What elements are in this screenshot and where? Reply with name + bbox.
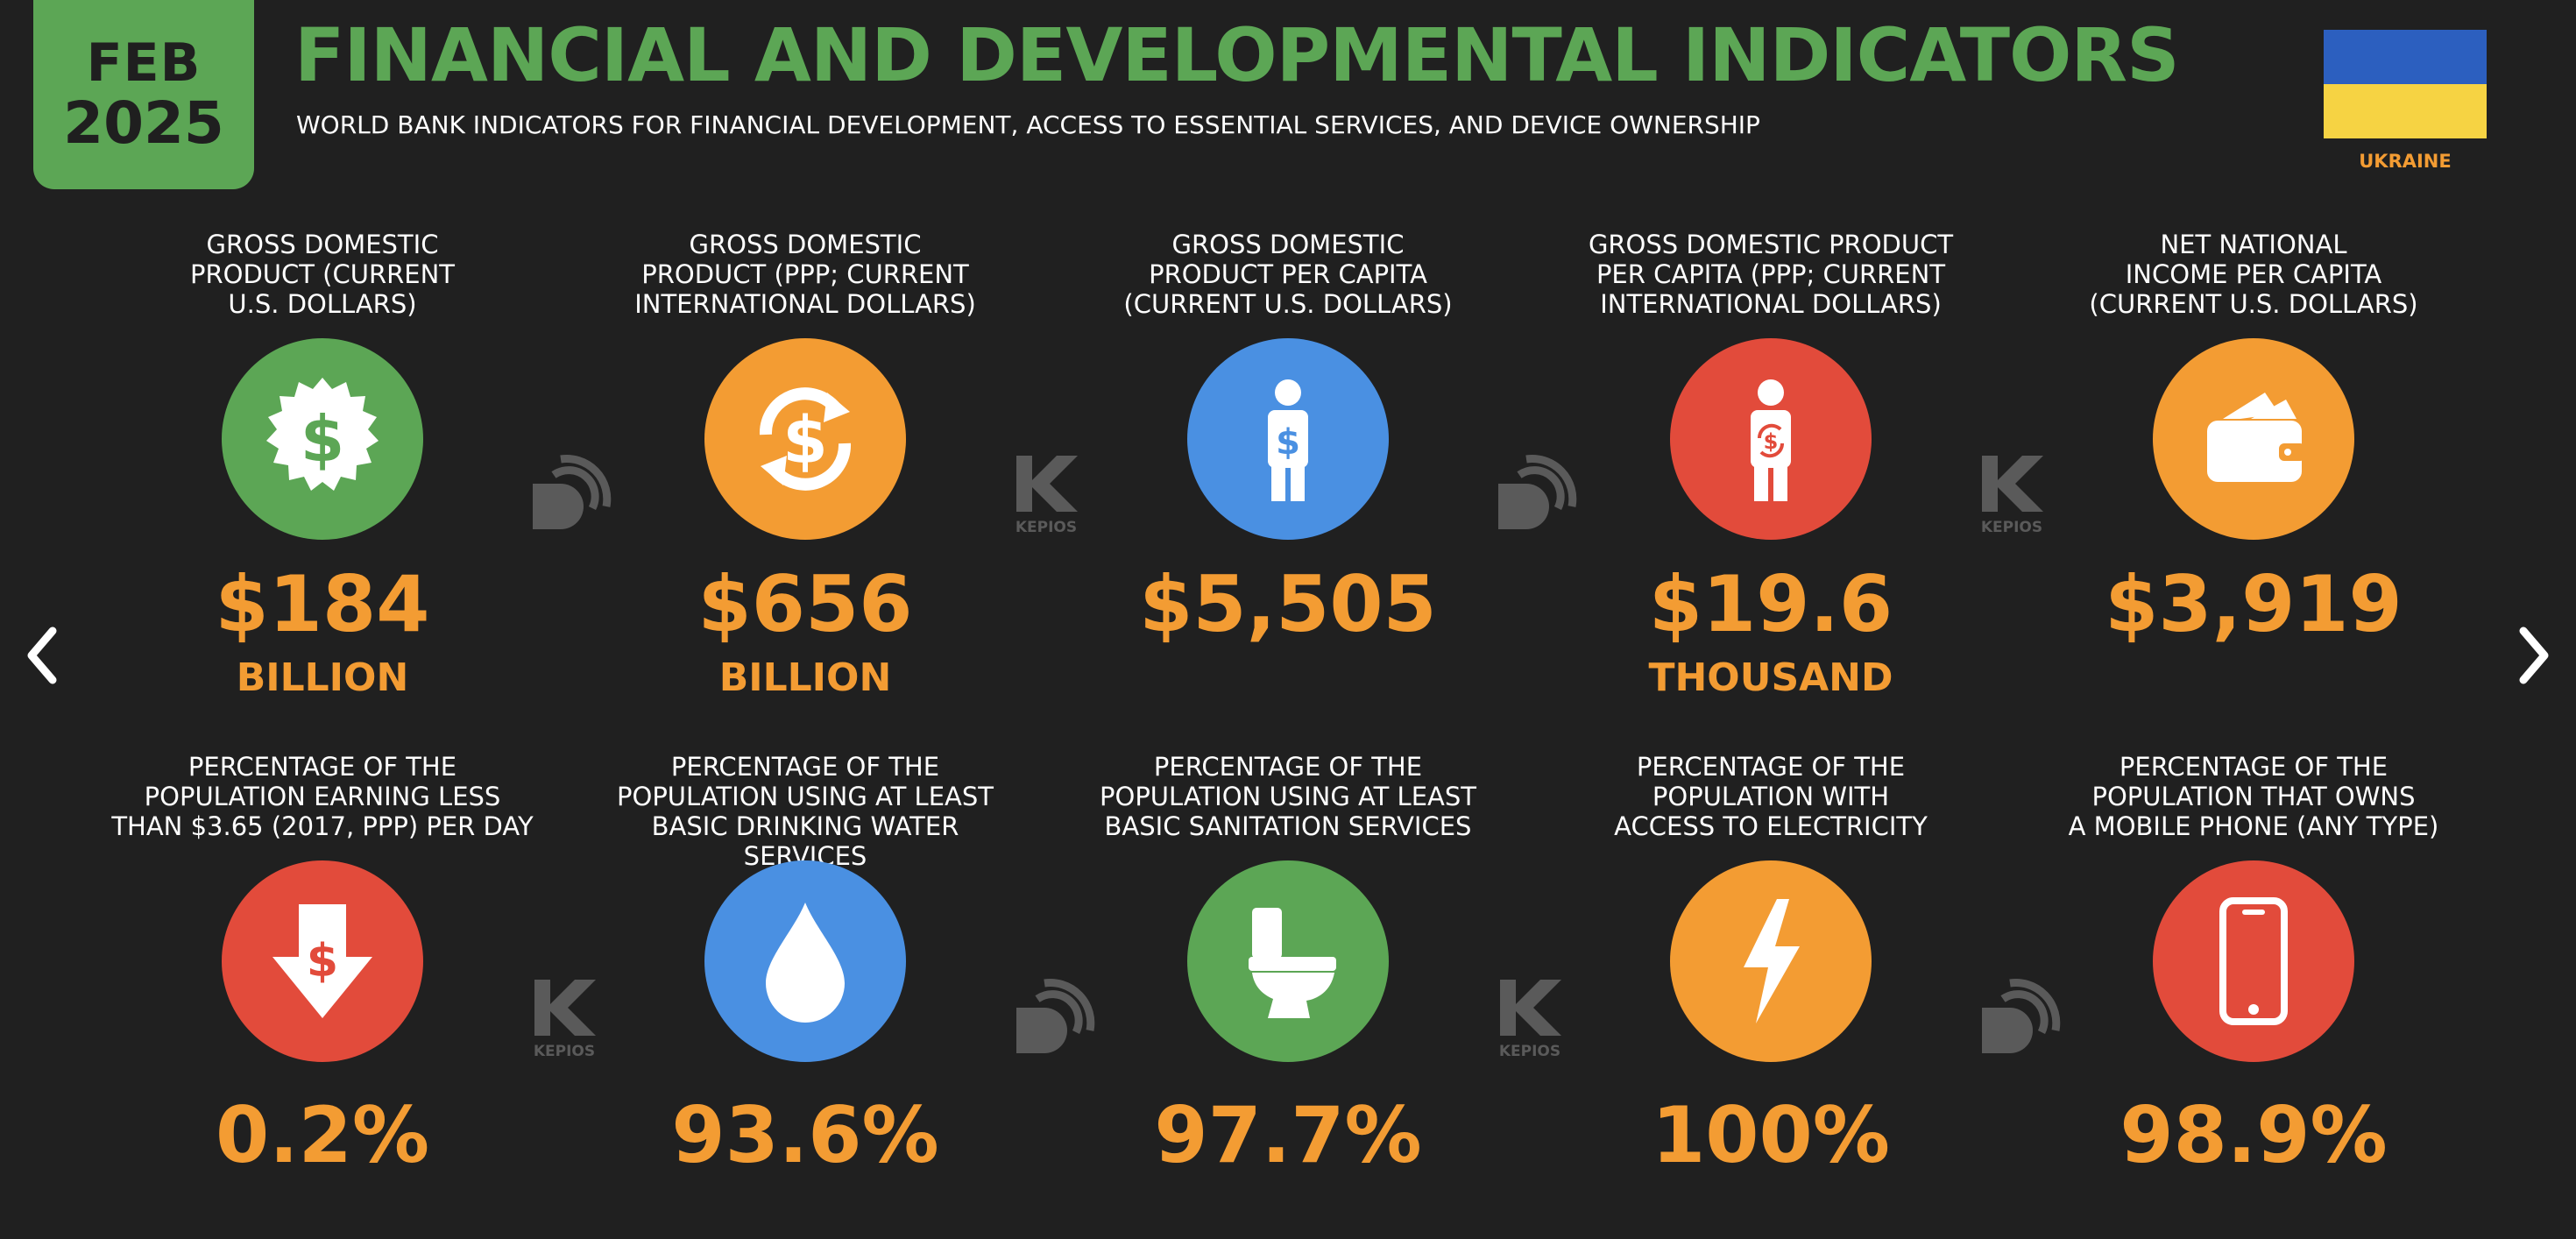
person-dollar-icon: $ — [1268, 379, 1308, 501]
datareportal-logo-icon — [1498, 455, 1577, 529]
kepios-logo-icon — [534, 980, 596, 1036]
indicator-value: $5,505 — [1139, 559, 1437, 649]
ukraine-flag-icon — [2324, 30, 2487, 138]
wallet-icon — [2207, 393, 2305, 482]
indicator-card-net-national-income: NET NATIONAL INCOME PER CAPITA (CURRENT … — [2026, 230, 2481, 659]
indicator-card-poverty: PERCENTAGE OF THE POPULATION EARNING LES… — [95, 752, 550, 1174]
datareportal-logo-icon — [1016, 979, 1095, 1053]
flag-blue-stripe — [2324, 30, 2487, 84]
dollar-badge-icon: $ — [266, 378, 379, 491]
svg-text:$: $ — [301, 402, 344, 476]
flag-yellow-stripe — [2324, 84, 2487, 138]
svg-text:$: $ — [1764, 429, 1779, 454]
indicator-card-gdp: GROSS DOMESTIC PRODUCT (CURRENT U.S. DOL… — [95, 230, 550, 697]
datareportal-watermark-icon — [1493, 449, 1577, 533]
lightning-bolt-icon — [1744, 899, 1800, 1023]
date-year: 2025 — [63, 89, 224, 157]
indicator-card-electricity: PERCENTAGE OF THE POPULATION WITH ACCESS… — [1543, 752, 1999, 1174]
indicator-icon-circle: $ — [1670, 338, 1872, 540]
indicator-value: 0.2% — [215, 1090, 430, 1180]
chevron-right-icon — [2519, 627, 2549, 684]
indicator-unit: BILLION — [718, 655, 892, 700]
indicator-icon-circle: $ — [222, 338, 423, 540]
person-exchange-icon: $ — [1751, 379, 1791, 501]
kepios-watermark-icon: KEPIOS — [522, 973, 606, 1060]
kepios-watermark-icon: KEPIOS — [1004, 449, 1088, 536]
mobile-phone-icon — [2219, 897, 2288, 1025]
indicator-label: PERCENTAGE OF THE POPULATION EARNING LES… — [111, 752, 534, 841]
indicator-icon-circle — [2153, 338, 2354, 540]
indicator-card-gdp-per-capita: GROSS DOMESTIC PRODUCT PER CAPITA (CURRE… — [1060, 230, 1516, 659]
datareportal-watermark-icon — [1977, 973, 2061, 1057]
indicator-value: $656 — [697, 559, 913, 649]
indicator-icon-circle — [704, 860, 906, 1062]
indicator-card-mobile-phone: PERCENTAGE OF THE POPULATION THAT OWNS A… — [2026, 752, 2481, 1174]
indicator-value: 97.7% — [1154, 1090, 1422, 1180]
kepios-watermark-icon: KEPIOS — [1970, 449, 2054, 536]
indicator-card-gdp-ppp: GROSS DOMESTIC PRODUCT (PPP; CURRENT INT… — [577, 230, 1033, 697]
page-title: FINANCIAL AND DEVELOPMENTAL INDICATORS — [294, 12, 2180, 98]
dollar-exchange-icon: $ — [759, 387, 852, 491]
svg-text:$: $ — [307, 935, 338, 988]
country-label: UKRAINE — [2359, 151, 2452, 172]
next-slide-button[interactable] — [2516, 624, 2551, 687]
indicator-value: 98.9% — [2120, 1090, 2388, 1180]
indicator-unit: BILLION — [236, 655, 409, 700]
indicator-value: 93.6% — [671, 1090, 939, 1180]
kepios-watermark-label: KEPIOS — [1498, 1043, 1561, 1060]
indicator-label: NET NATIONAL INCOME PER CAPITA (CURRENT … — [2089, 230, 2418, 319]
indicator-icon-circle — [2153, 860, 2354, 1062]
indicator-icon-circle: $ — [1187, 338, 1389, 540]
indicator-label: GROSS DOMESTIC PRODUCT (CURRENT U.S. DOL… — [189, 230, 456, 319]
kepios-watermark-label: KEPIOS — [1980, 519, 2043, 536]
page-subtitle: WORLD BANK INDICATORS FOR FINANCIAL DEVE… — [296, 110, 1760, 139]
indicator-icon-circle — [1187, 860, 1389, 1062]
datareportal-watermark-icon — [1011, 973, 1095, 1057]
indicator-value: $3,919 — [2105, 559, 2403, 649]
kepios-watermark-label: KEPIOS — [1015, 519, 1078, 536]
previous-slide-button[interactable] — [25, 624, 60, 687]
indicator-icon-circle: $ — [222, 860, 423, 1062]
indicator-value: $19.6 — [1648, 559, 1893, 649]
indicator-icon-circle — [1670, 860, 1872, 1062]
chevron-left-icon — [27, 627, 57, 684]
kepios-watermark-icon: KEPIOS — [1488, 973, 1572, 1060]
kepios-logo-icon — [1500, 980, 1561, 1036]
indicator-label: GROSS DOMESTIC PRODUCT PER CAPITA (CURRE… — [1123, 230, 1453, 319]
indicator-value: $184 — [215, 559, 430, 649]
date-badge: FEB 2025 — [33, 0, 254, 189]
datareportal-logo-icon — [1982, 979, 2061, 1053]
indicator-label: PERCENTAGE OF THE POPULATION USING AT LE… — [617, 752, 994, 871]
svg-text:$: $ — [782, 403, 828, 478]
indicator-value: 100% — [1652, 1090, 1890, 1180]
indicator-card-sanitation: PERCENTAGE OF THE POPULATION USING AT LE… — [1060, 752, 1516, 1174]
dollar-down-arrow-icon: $ — [272, 904, 372, 1018]
svg-text:$: $ — [1276, 422, 1300, 463]
indicator-card-drinking-water: PERCENTAGE OF THE POPULATION USING AT LE… — [577, 752, 1033, 1174]
indicator-label: GROSS DOMESTIC PRODUCT (PPP; CURRENT INT… — [634, 230, 976, 319]
kepios-logo-icon — [1016, 456, 1078, 512]
toilet-icon — [1249, 908, 1336, 1018]
kepios-logo-icon — [1982, 456, 2043, 512]
datareportal-watermark-icon — [527, 449, 612, 533]
water-drop-icon — [766, 903, 845, 1023]
indicator-label: PERCENTAGE OF THE POPULATION THAT OWNS A… — [2068, 752, 2439, 841]
indicator-label: GROSS DOMESTIC PRODUCT PER CAPITA (PPP; … — [1588, 230, 1954, 319]
kepios-watermark-label: KEPIOS — [533, 1043, 596, 1060]
indicator-label: PERCENTAGE OF THE POPULATION USING AT LE… — [1100, 752, 1476, 841]
indicator-card-gdp-per-capita-ppp: GROSS DOMESTIC PRODUCT PER CAPITA (PPP; … — [1543, 230, 1999, 697]
indicator-icon-circle: $ — [704, 338, 906, 540]
datareportal-logo-icon — [533, 455, 612, 529]
indicator-unit: THOUSAND — [1648, 655, 1893, 700]
indicator-label: PERCENTAGE OF THE POPULATION WITH ACCESS… — [1614, 752, 1928, 841]
date-month: FEB — [86, 32, 202, 94]
